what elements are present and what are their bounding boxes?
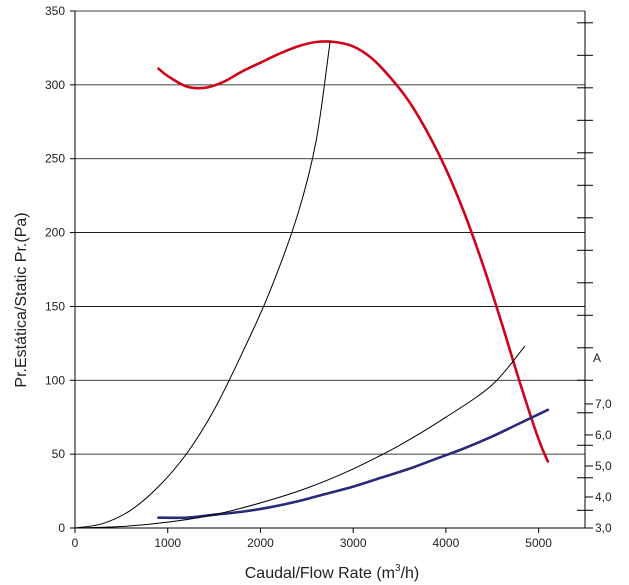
x-axis-title: Caudal/Flow Rate (m3/h) bbox=[245, 563, 420, 582]
x-tick-label: 5000 bbox=[525, 536, 552, 550]
x-axis-title-sup: 3 bbox=[395, 563, 401, 574]
y-tick-label: 350 bbox=[45, 4, 65, 18]
y-tick-label: 0 bbox=[58, 521, 65, 535]
y-tick-label: 300 bbox=[45, 78, 65, 92]
static-pressure-curve bbox=[157, 40, 550, 463]
x-tick-label: 0 bbox=[72, 536, 79, 550]
current-curve bbox=[157, 408, 550, 520]
y-tick-label: 250 bbox=[45, 152, 65, 166]
system-curve-shallow bbox=[74, 345, 526, 529]
right-tick-label: 7,0 bbox=[595, 397, 612, 411]
right-tick-label: 4,0 bbox=[595, 490, 612, 504]
series-group bbox=[74, 40, 550, 529]
right-tick-label: 3,0 bbox=[595, 521, 612, 535]
system-curve-steep bbox=[74, 41, 331, 529]
axes bbox=[70, 10, 593, 533]
y-tick-label: 200 bbox=[45, 226, 65, 240]
x-tick-label: 3000 bbox=[340, 536, 367, 550]
right-tick-label: 6,0 bbox=[595, 428, 612, 442]
y-axis-title: Pr.Estática/Static Pr.(Pa) bbox=[13, 212, 30, 387]
x-axis-title-main: Caudal/Flow Rate (m bbox=[245, 565, 395, 582]
y-tick-label: 100 bbox=[45, 373, 65, 387]
right-tick-label: 5,0 bbox=[595, 459, 612, 473]
right-axis-title: A bbox=[593, 351, 601, 365]
x-tick-label: 1000 bbox=[154, 536, 181, 550]
y-tick-label: 50 bbox=[52, 447, 66, 461]
y-tick-label: 150 bbox=[45, 299, 65, 313]
x-axis-title-tail: /h) bbox=[401, 565, 420, 582]
x-tick-label: 2000 bbox=[247, 536, 274, 550]
tick-labels: 0 50 100 150 200 250 300 350 0 1000 2000 3000 4000 50… bbox=[45, 4, 612, 550]
grid bbox=[75, 10, 585, 455]
x-tick-label: 4000 bbox=[433, 536, 460, 550]
